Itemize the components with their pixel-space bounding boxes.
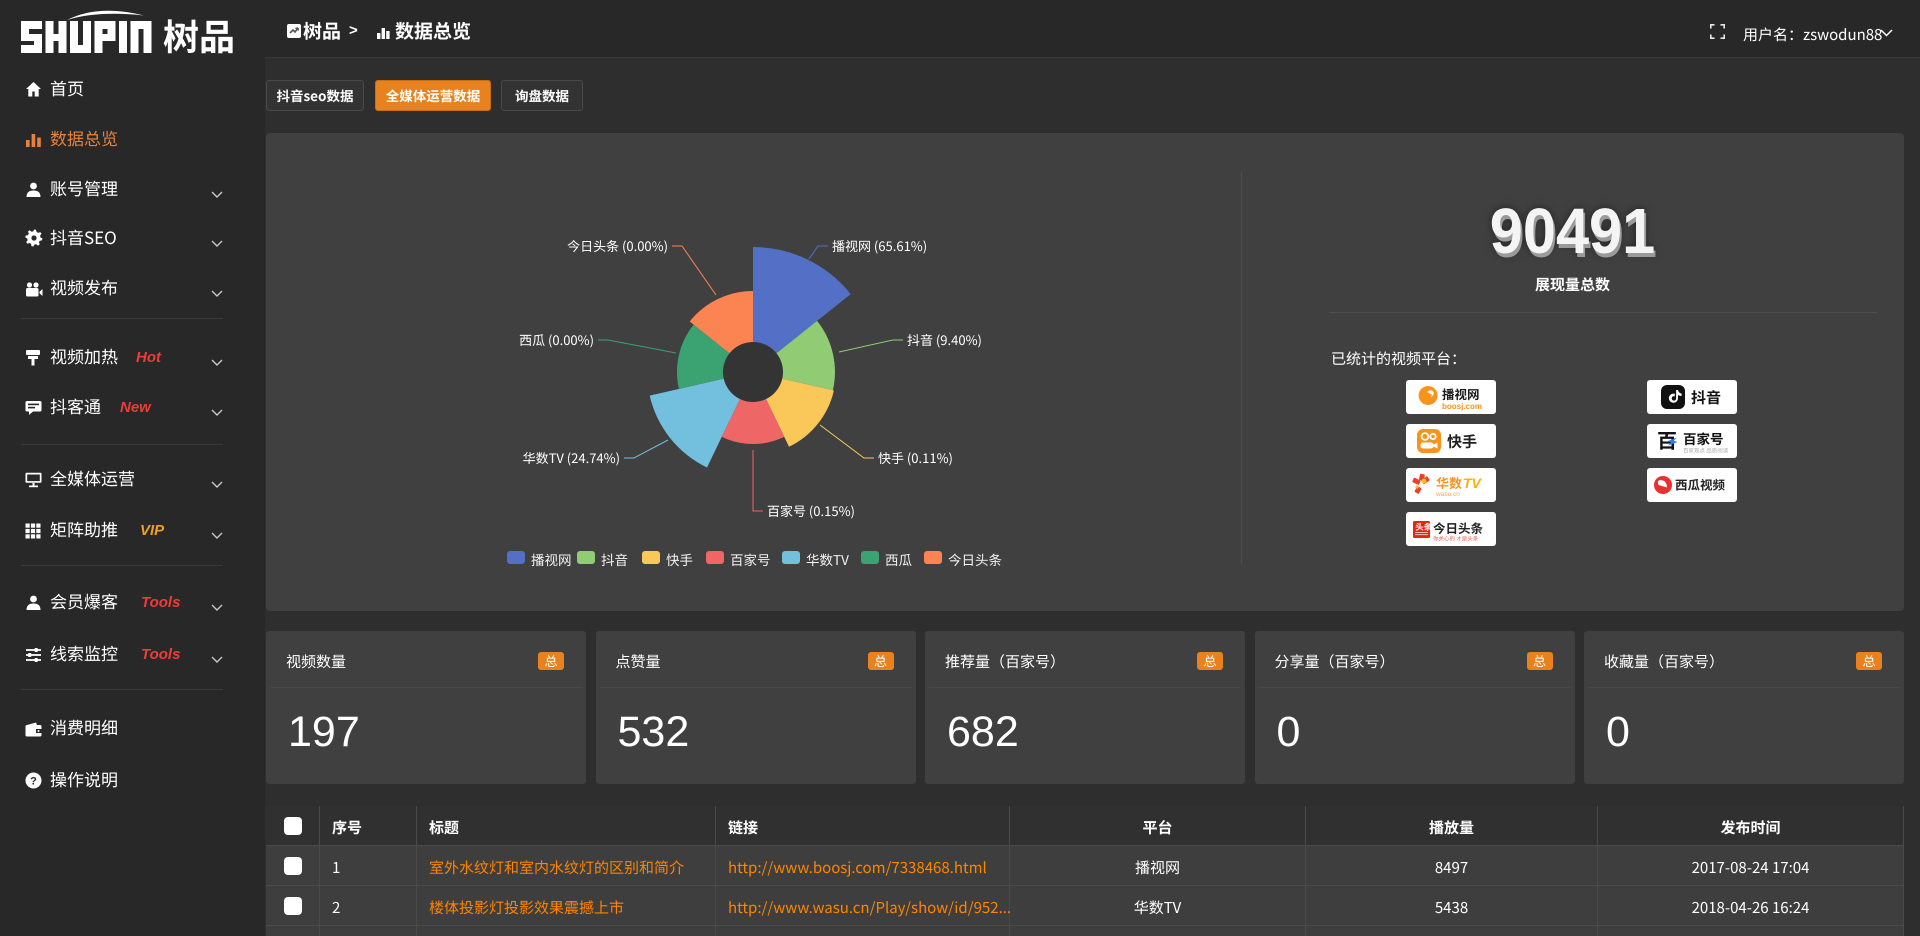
svg-text:?: ?	[30, 773, 37, 789]
svg-text:华数: 华数	[1436, 473, 1462, 492]
svg-text:树品: 树品	[163, 9, 235, 60]
svg-text:西瓜视频: 西瓜视频	[1675, 475, 1726, 494]
svg-text:西瓜 (0.00%): 西瓜 (0.00%)	[519, 330, 594, 349]
svg-text:boosj.com: boosj.com	[1442, 402, 1482, 411]
svg-text:百家号 (0.15%): 百家号 (0.15%)	[767, 501, 855, 520]
svg-text:今日头条: 今日头条	[1433, 518, 1484, 537]
svg-text:快手: 快手	[1447, 431, 1477, 452]
svg-text:华数TV (24.74%): 华数TV (24.74%)	[523, 448, 620, 467]
svg-text:百家号: 百家号	[1683, 428, 1724, 448]
svg-text:播视网 (65.61%): 播视网 (65.61%)	[832, 236, 927, 255]
svg-text:快手 (0.11%): 快手 (0.11%)	[878, 448, 953, 467]
svg-text:头条: 头条	[1415, 521, 1433, 533]
svg-text:抖音: 抖音	[1691, 387, 1721, 408]
svg-text:播视网: 播视网	[1442, 384, 1480, 403]
svg-text:抖音 (9.40%): 抖音 (9.40%)	[907, 330, 982, 349]
svg-text:百家观点 品质阅读: 百家观点 品质阅读	[1683, 447, 1729, 455]
svg-text:TV: TV	[1463, 475, 1483, 491]
svg-text:你关心的 才是头条: 你关心的 才是头条	[1433, 535, 1479, 543]
svg-text:今日头条 (0.00%): 今日头条 (0.00%)	[567, 236, 668, 255]
svg-text:百: 百	[1657, 425, 1677, 454]
svg-text:wasu.cn: wasu.cn	[1435, 491, 1460, 498]
